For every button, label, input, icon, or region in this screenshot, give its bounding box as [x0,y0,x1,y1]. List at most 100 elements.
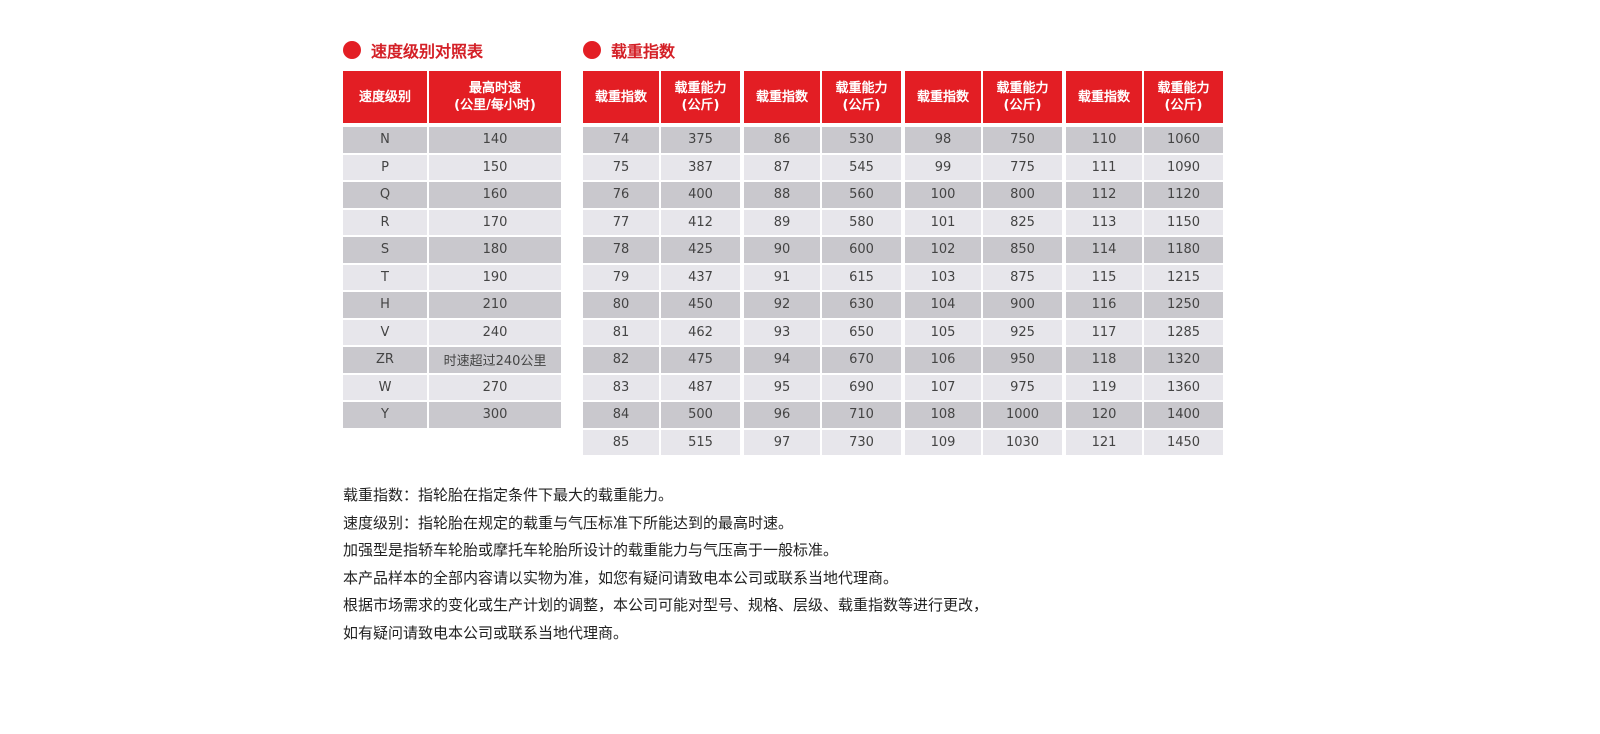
speed-class-cell: V [343,319,427,347]
speed-section-title: 速度级别对照表 [343,38,483,62]
header-load-index: 载重指数 [744,71,820,127]
table-row: Q 160 [343,182,561,210]
load-index-cell: 84 [583,402,659,430]
max-speed-cell: 180 [429,237,561,265]
table-row: 92 630 [744,292,901,320]
load-capacity-cell: 412 [661,209,740,237]
load-index-cell: 107 [905,374,981,402]
table-row: 99 775 [905,154,1062,182]
load-index-cell: 85 [583,429,659,457]
load-capacity-cell: 580 [822,209,901,237]
load-index-cell: 105 [905,319,981,347]
load-capacity-cell: 875 [983,264,1062,292]
load-index-cell: 87 [744,154,820,182]
table-row: 104 900 [905,292,1062,320]
load-index-cell: 106 [905,347,981,375]
table-row: 116 1250 [1066,292,1223,320]
load-index-cell: 100 [905,182,981,210]
load-capacity-cell: 630 [822,292,901,320]
table-row: 121 1450 [1066,429,1223,457]
table-row: 83 487 [583,374,740,402]
load-table: 载重指数 载重能力 (公斤) 74 375 75 387 76 400 77 412 78 425 79 4… [581,71,742,457]
table-row: 112 1120 [1066,182,1223,210]
table-row: 101 825 [905,209,1062,237]
table-row: 74 375 [583,127,740,155]
table-row: 76 400 [583,182,740,210]
load-index-cell: 99 [905,154,981,182]
table-row: 80 450 [583,292,740,320]
load-capacity-cell: 1180 [1144,237,1223,265]
load-capacity-cell: 425 [661,237,740,265]
load-index-cell: 114 [1066,237,1142,265]
header-load-index: 载重指数 [905,71,981,127]
speed-class-cell: ZR [343,347,427,375]
load-capacity-cell: 1150 [1144,209,1223,237]
table-row: 103 875 [905,264,1062,292]
load-index-cell: 94 [744,347,820,375]
header-max-speed: 最高时速 (公里/每小时) [429,71,561,127]
load-section-title: 载重指数 [583,38,675,62]
max-speed-cell: 210 [429,292,561,320]
load-capacity-cell: 690 [822,374,901,402]
load-capacity-cell: 800 [983,182,1062,210]
speed-table: 速度级别 最高时速 (公里/每小时) N 140 P 150 Q 160 R 170 S 180 T 1… [341,71,563,430]
load-index-cell: 88 [744,182,820,210]
load-capacity-cell: 975 [983,374,1062,402]
load-index-cell: 86 [744,127,820,155]
load-capacity-cell: 750 [983,127,1062,155]
load-capacity-cell: 475 [661,347,740,375]
note-line: 如有疑问请致电本公司或联系当地代理商。 [343,623,629,642]
load-capacity-cell: 387 [661,154,740,182]
load-capacity-cell: 850 [983,237,1062,265]
table-row: 86 530 [744,127,901,155]
load-index-cell: 75 [583,154,659,182]
table-row: N 140 [343,127,561,155]
load-table: 载重指数 载重能力 (公斤) 86 530 87 545 88 560 89 580 90 600 91 6… [742,71,903,457]
load-index-cell: 95 [744,374,820,402]
red-dot-icon [583,41,601,59]
speed-class-cell: N [343,127,427,155]
table-row: 108 1000 [905,402,1062,430]
load-capacity-cell: 1320 [1144,347,1223,375]
header-load-capacity: 载重能力 (公斤) [983,71,1062,127]
max-speed-cell: 300 [429,402,561,430]
load-capacity-cell: 775 [983,154,1062,182]
load-capacity-cell: 615 [822,264,901,292]
table-row: 109 1030 [905,429,1062,457]
load-capacity-cell: 450 [661,292,740,320]
load-capacity-cell: 1000 [983,402,1062,430]
table-row: 102 850 [905,237,1062,265]
table-row: S 180 [343,237,561,265]
table-row: 115 1215 [1066,264,1223,292]
load-index-cell: 80 [583,292,659,320]
table-row: 95 690 [744,374,901,402]
table-row: ZR 时速超过240公里 [343,347,561,375]
load-index-cell: 112 [1066,182,1142,210]
load-index-cell: 110 [1066,127,1142,155]
header-speed-class: 速度级别 [343,71,427,127]
table-row: Y 300 [343,402,561,430]
load-index-cell: 81 [583,319,659,347]
load-index-cell: 101 [905,209,981,237]
table-row: 90 600 [744,237,901,265]
load-capacity-cell: 925 [983,319,1062,347]
table-row: 78 425 [583,237,740,265]
load-index-cell: 119 [1066,374,1142,402]
load-capacity-cell: 600 [822,237,901,265]
load-index-cell: 102 [905,237,981,265]
load-capacity-cell: 1400 [1144,402,1223,430]
table-row: 77 412 [583,209,740,237]
table-row: 96 710 [744,402,901,430]
load-index-cell: 74 [583,127,659,155]
load-capacity-cell: 530 [822,127,901,155]
note-line: 速度级别：指轮胎在规定的载重与气压标准下所能达到的最高时速。 [343,513,794,532]
table-row: 84 500 [583,402,740,430]
speed-class-cell: P [343,154,427,182]
load-index-cell: 97 [744,429,820,457]
load-capacity-cell: 1060 [1144,127,1223,155]
load-capacity-cell: 462 [661,319,740,347]
max-speed-cell: 240 [429,319,561,347]
max-speed-cell: 270 [429,374,561,402]
load-capacity-cell: 950 [983,347,1062,375]
load-index-cell: 78 [583,237,659,265]
